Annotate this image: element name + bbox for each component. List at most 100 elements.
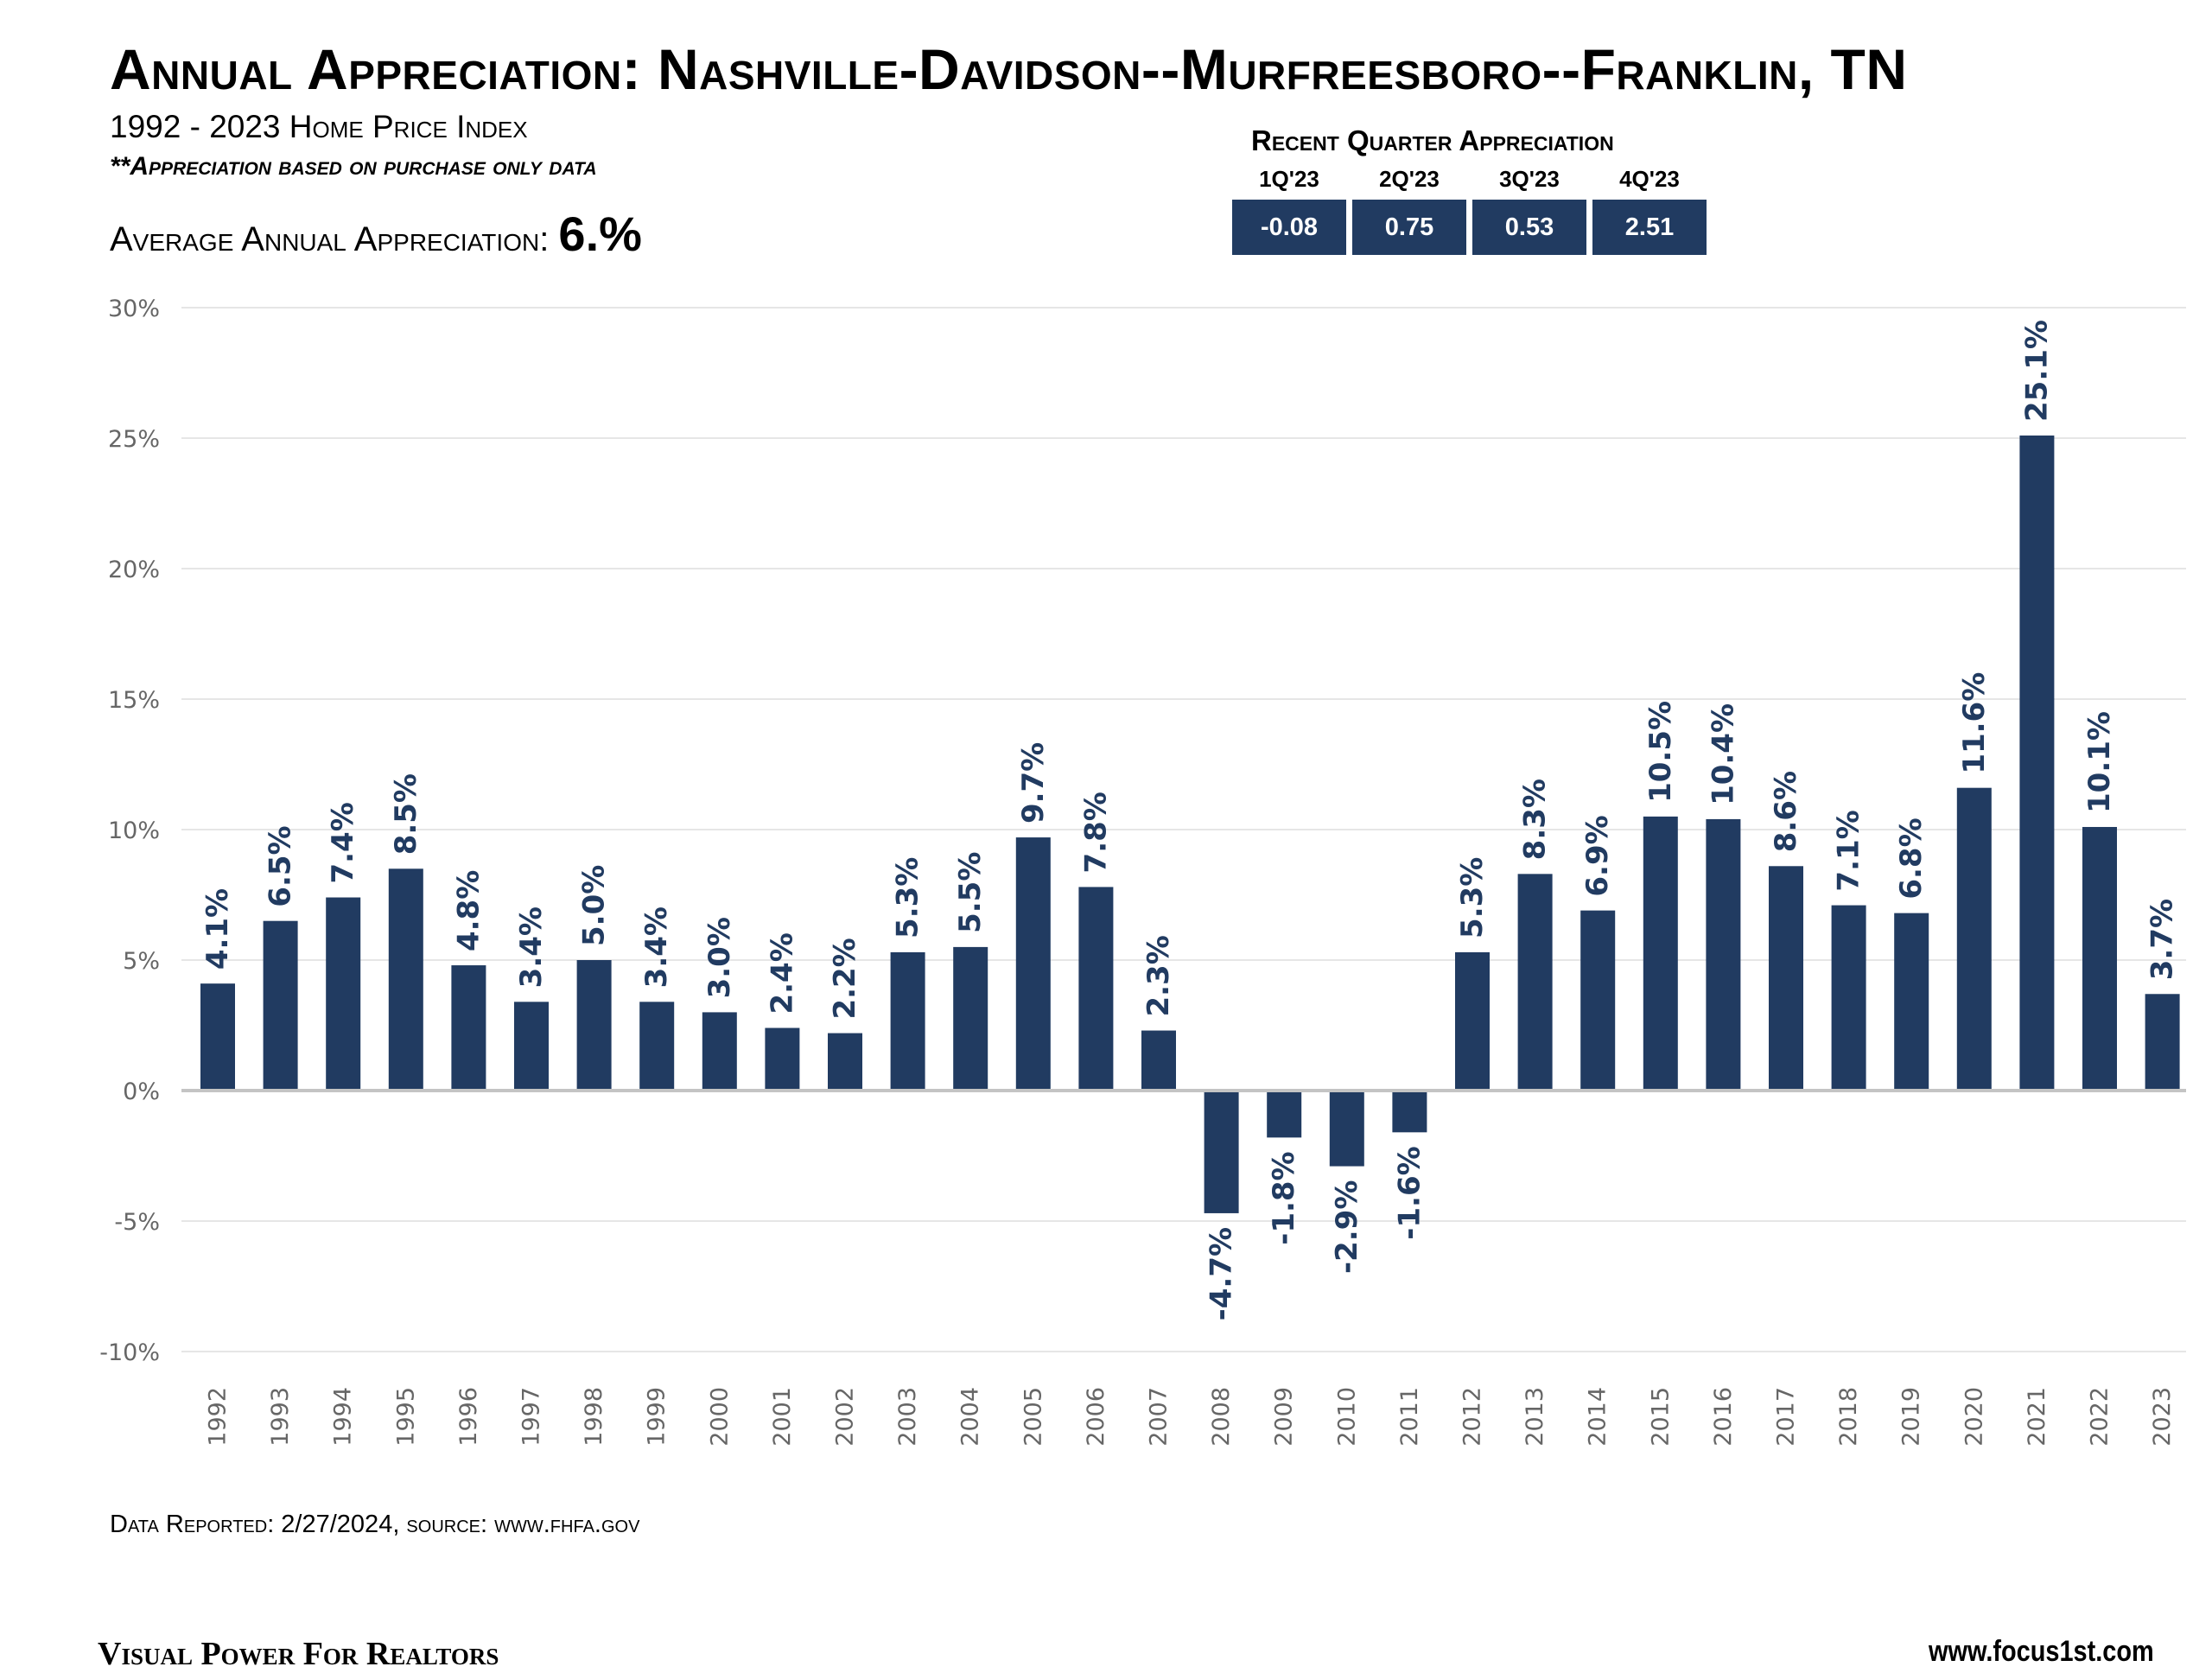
x-tick-label: 2008 (1208, 1387, 1235, 1447)
y-tick-label: -5% (114, 1209, 160, 1236)
data-label: 7.8% (1078, 792, 1113, 873)
x-tick-label: 2007 (1146, 1387, 1173, 1447)
bar (514, 1002, 549, 1091)
data-label: 8.3% (1518, 779, 1553, 860)
bar (388, 868, 423, 1091)
data-label: 5.0% (577, 865, 612, 946)
chart-title: Annual Appreciation: Nashville-Davidson-… (110, 37, 1908, 101)
bar (1643, 816, 1678, 1091)
y-tick-label: 10% (108, 817, 160, 844)
data-label: -1.6% (1392, 1146, 1427, 1239)
data-label: 3.7% (2145, 899, 2180, 980)
x-tick-label: 2022 (2087, 1387, 2113, 1447)
average-appreciation: Average Annual Appreciation: 6.% (110, 206, 642, 262)
bar (200, 983, 235, 1091)
data-label: -2.9% (1330, 1180, 1364, 1274)
bar (451, 965, 486, 1091)
x-tick-label: 2016 (1710, 1387, 1737, 1447)
quarter-value: 2.51 (1592, 200, 1707, 255)
chart-subtitle: 1992 - 2023 Home Price Index (110, 109, 528, 144)
bar (1580, 910, 1616, 1091)
data-label: 8.6% (1769, 771, 1803, 852)
bar (1141, 1030, 1176, 1091)
bar (890, 951, 925, 1091)
data-label: 2.3% (1141, 935, 1176, 1016)
data-note: **Appreciation based on purchase only da… (110, 152, 597, 181)
bar (1204, 1091, 1239, 1213)
data-label: 7.1% (1832, 810, 1866, 891)
bar (1517, 874, 1553, 1091)
x-tick-label: 2011 (1396, 1387, 1423, 1447)
website-link[interactable]: www.focus1st.com (1929, 1635, 2154, 1668)
data-label: 4.1% (200, 888, 235, 970)
bar (1706, 818, 1741, 1091)
bar (639, 1002, 675, 1091)
quarter-value: 0.53 (1472, 200, 1586, 255)
bar (1769, 866, 1803, 1091)
bar (1956, 787, 1992, 1091)
x-tick-label: 1993 (267, 1387, 294, 1447)
bar (2082, 826, 2117, 1091)
x-tick-label: 2021 (2024, 1387, 2050, 1447)
bar (576, 960, 612, 1091)
quarter-label: 2Q'23 (1379, 166, 1440, 192)
x-tick-label: 1999 (644, 1387, 671, 1447)
x-tick-label: 2000 (706, 1387, 733, 1447)
bar (1894, 913, 1929, 1091)
bar (1392, 1091, 1427, 1133)
data-label: 6.9% (1580, 815, 1615, 896)
data-label: 9.7% (1016, 742, 1051, 824)
average-appreciation-value: 6.% (558, 207, 642, 261)
x-tick-label: 2012 (1459, 1387, 1486, 1447)
data-label: -1.8% (1267, 1151, 1301, 1244)
x-tick-label: 2003 (894, 1387, 921, 1447)
x-tick-label: 2010 (1333, 1387, 1360, 1447)
data-label: 11.6% (1957, 672, 1992, 774)
quarter-value: 0.75 (1352, 200, 1466, 255)
data-label: 10.5% (1643, 701, 1678, 803)
recent-quarter-labels: 1Q'23 2Q'23 3Q'23 4Q'23 (1232, 166, 1716, 193)
y-tick-label: 20% (108, 557, 160, 583)
x-tick-label: 2001 (769, 1387, 796, 1447)
x-tick-label: 2006 (1083, 1387, 1109, 1447)
bar (263, 920, 298, 1091)
x-tick-label: 2020 (1961, 1387, 1987, 1447)
data-label: 5.3% (891, 857, 925, 938)
average-appreciation-label: Average Annual Appreciation: (110, 220, 559, 258)
x-tick-label: 2017 (1773, 1387, 1800, 1447)
quarter-value: -0.08 (1232, 200, 1346, 255)
data-label: 6.8% (1894, 817, 1929, 899)
quarter-label: 3Q'23 (1499, 166, 1560, 192)
data-label: 10.1% (2082, 711, 2117, 813)
bar (1015, 837, 1051, 1091)
x-tick-label: 2015 (1647, 1387, 1674, 1447)
data-reported-note: Data Reported: 2/27/2024, source: www.fh… (110, 1511, 640, 1538)
x-tick-label: 2014 (1585, 1387, 1611, 1447)
data-label: 5.3% (1455, 857, 1490, 938)
bar (765, 1027, 800, 1091)
recent-quarter-title: Recent Quarter Appreciation (1251, 124, 1614, 156)
data-label: 3.4% (514, 906, 549, 988)
x-tick-label: 2013 (1522, 1387, 1548, 1447)
y-tick-label: 15% (108, 687, 160, 714)
bar (326, 897, 361, 1091)
y-tick-label: 0% (123, 1078, 160, 1105)
y-tick-label: 25% (108, 426, 160, 453)
brand-tagline: Visual Power For Realtors (98, 1636, 499, 1672)
x-tick-label: 1997 (518, 1387, 545, 1447)
data-label: 10.4% (1706, 703, 1740, 805)
bar-chart: 30% 25% 20% 15% 10% 5% 0% -5% -10% 4.1% 1992 6.5% 19… (99, 296, 2186, 1447)
data-label: 25.1% (2019, 320, 2054, 422)
bar (2145, 994, 2180, 1091)
data-label: 2.4% (765, 932, 799, 1014)
bar (1329, 1091, 1364, 1167)
recent-quarter-values: -0.08 0.75 0.53 2.51 (1232, 200, 1716, 255)
quarter-label: 1Q'23 (1259, 166, 1319, 192)
y-tick-label: -10% (99, 1339, 160, 1366)
bar (1831, 905, 1866, 1091)
bar (953, 946, 988, 1091)
y-tick-label: 30% (108, 296, 160, 322)
x-tick-label: 2023 (2149, 1387, 2176, 1447)
recent-quarter-panel: Recent Quarter Appreciation 1Q'23 2Q'23 … (1232, 124, 1716, 255)
data-label: 8.5% (389, 773, 423, 855)
